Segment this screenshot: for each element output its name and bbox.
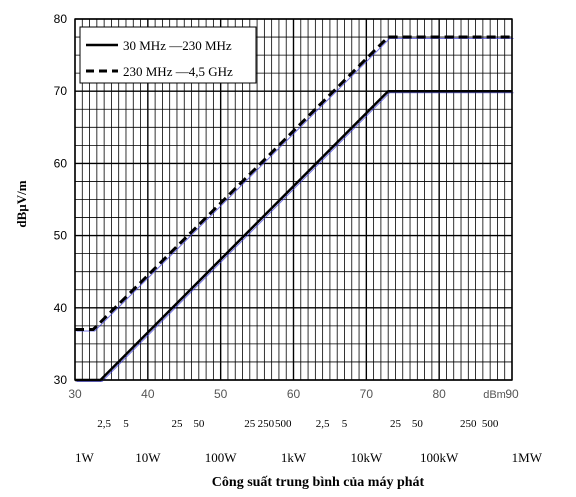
x-tick-label: 50 [214,387,228,401]
y-tick-label: 60 [54,156,68,170]
x-tick-label: 80 [432,387,446,401]
legend-label-series-2: 230 MHz —4,5 GHz [123,64,233,79]
legend-box [79,26,257,84]
x-subtick-label: 2,5 [97,418,111,430]
x-power-label: 100kW [420,450,459,465]
x-subtick-label: 250 [258,418,275,430]
x-unit-label: dBm [483,389,506,401]
x-subtick-label: 25 [171,418,183,430]
x-subtick-label: 5 [123,418,129,430]
x-subtick-label: 50 [412,418,424,430]
y-tick-label: 80 [54,12,68,26]
x-power-label: 1MW [512,450,543,465]
x-power-label: 1kW [281,450,307,465]
x-axis-label: Công suất trung bình của máy phát [212,475,425,490]
x-subtick-label: 25 [244,418,256,430]
y-tick-label: 30 [54,373,68,387]
x-power-label: 10W [135,450,161,465]
x-subtick-label: 5 [342,418,348,430]
series-line-2 [75,35,512,331]
series-shadow [76,92,514,382]
x-power-label: 10kW [350,450,383,465]
legend: 30 MHz —230 MHz 230 MHz —4,5 GHz [79,26,257,84]
x-power-label: 100W [205,450,238,465]
y-axis-label: dBµV/m [14,180,29,227]
x-tick-label: 70 [360,387,374,401]
x-tick-label: 60 [287,387,301,401]
x-subtick-label: 250 [460,418,477,430]
y-tick-label: 50 [54,229,68,243]
x-subtick-label: 2,5 [316,418,330,430]
x-tick-label: 40 [141,387,155,401]
x-power-label: 1W [75,450,95,465]
x-subtick-label: 50 [193,418,205,430]
y-tick-label: 40 [54,301,68,315]
plot-frame [74,18,513,381]
legend-label-series-1: 30 MHz —230 MHz [123,38,232,53]
x-tick-label: 30 [68,387,82,401]
grid [74,18,513,381]
x-subtick-label: 500 [275,418,292,430]
x-subtick-label: 25 [390,418,402,430]
x-tick-label: 90 [505,387,519,401]
y-tick-label: 70 [54,84,68,98]
x-subtick-label: 500 [482,418,499,430]
